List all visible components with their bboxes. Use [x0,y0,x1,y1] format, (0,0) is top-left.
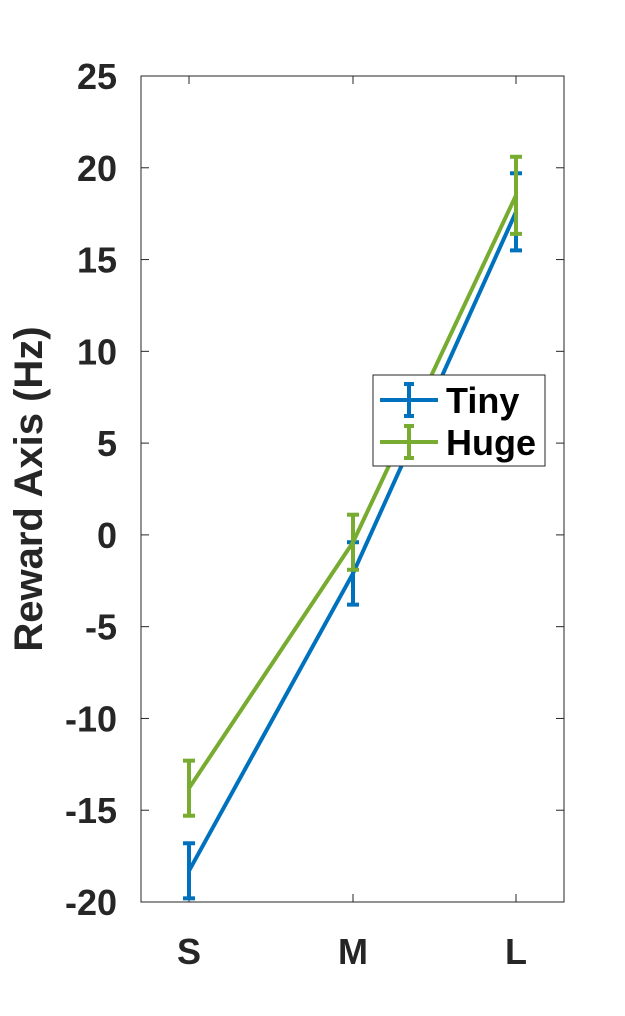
x-tick-label: S [177,931,201,972]
y-tick-label: -10 [65,698,117,739]
y-tick-label: -5 [85,607,117,648]
legend-item-huge: Huge [380,422,536,463]
legend-label: Tiny [446,380,519,421]
series-huge [183,154,522,818]
series [183,154,522,901]
y-tick-label: 15 [77,240,117,281]
x-tick-label: L [505,931,527,972]
y-axis-label: Reward Axis (Hz) [7,326,51,651]
legend-box [372,374,546,467]
y-tick-label: -15 [65,790,117,831]
axes: -20 -15 -10 -5 0 5 10 15 20 25 S M L Reward Axis (H… [7,56,565,972]
y-tick-label: 5 [97,423,117,464]
y-tick-label: 25 [77,56,117,97]
legend-item-tiny: Tiny [380,380,519,421]
legend-label: Huge [446,422,536,463]
plot-area-frame [140,75,565,903]
y-tick-label: 20 [77,148,117,189]
y-tick-labels: -20 -15 -10 -5 0 5 10 15 20 25 [65,56,117,923]
y-tick-label: -20 [65,882,117,923]
x-tick-label: M [338,931,368,972]
axis-ticks [141,75,564,903]
y-tick-label: 0 [97,515,117,556]
y-tick-label: 10 [77,331,117,372]
